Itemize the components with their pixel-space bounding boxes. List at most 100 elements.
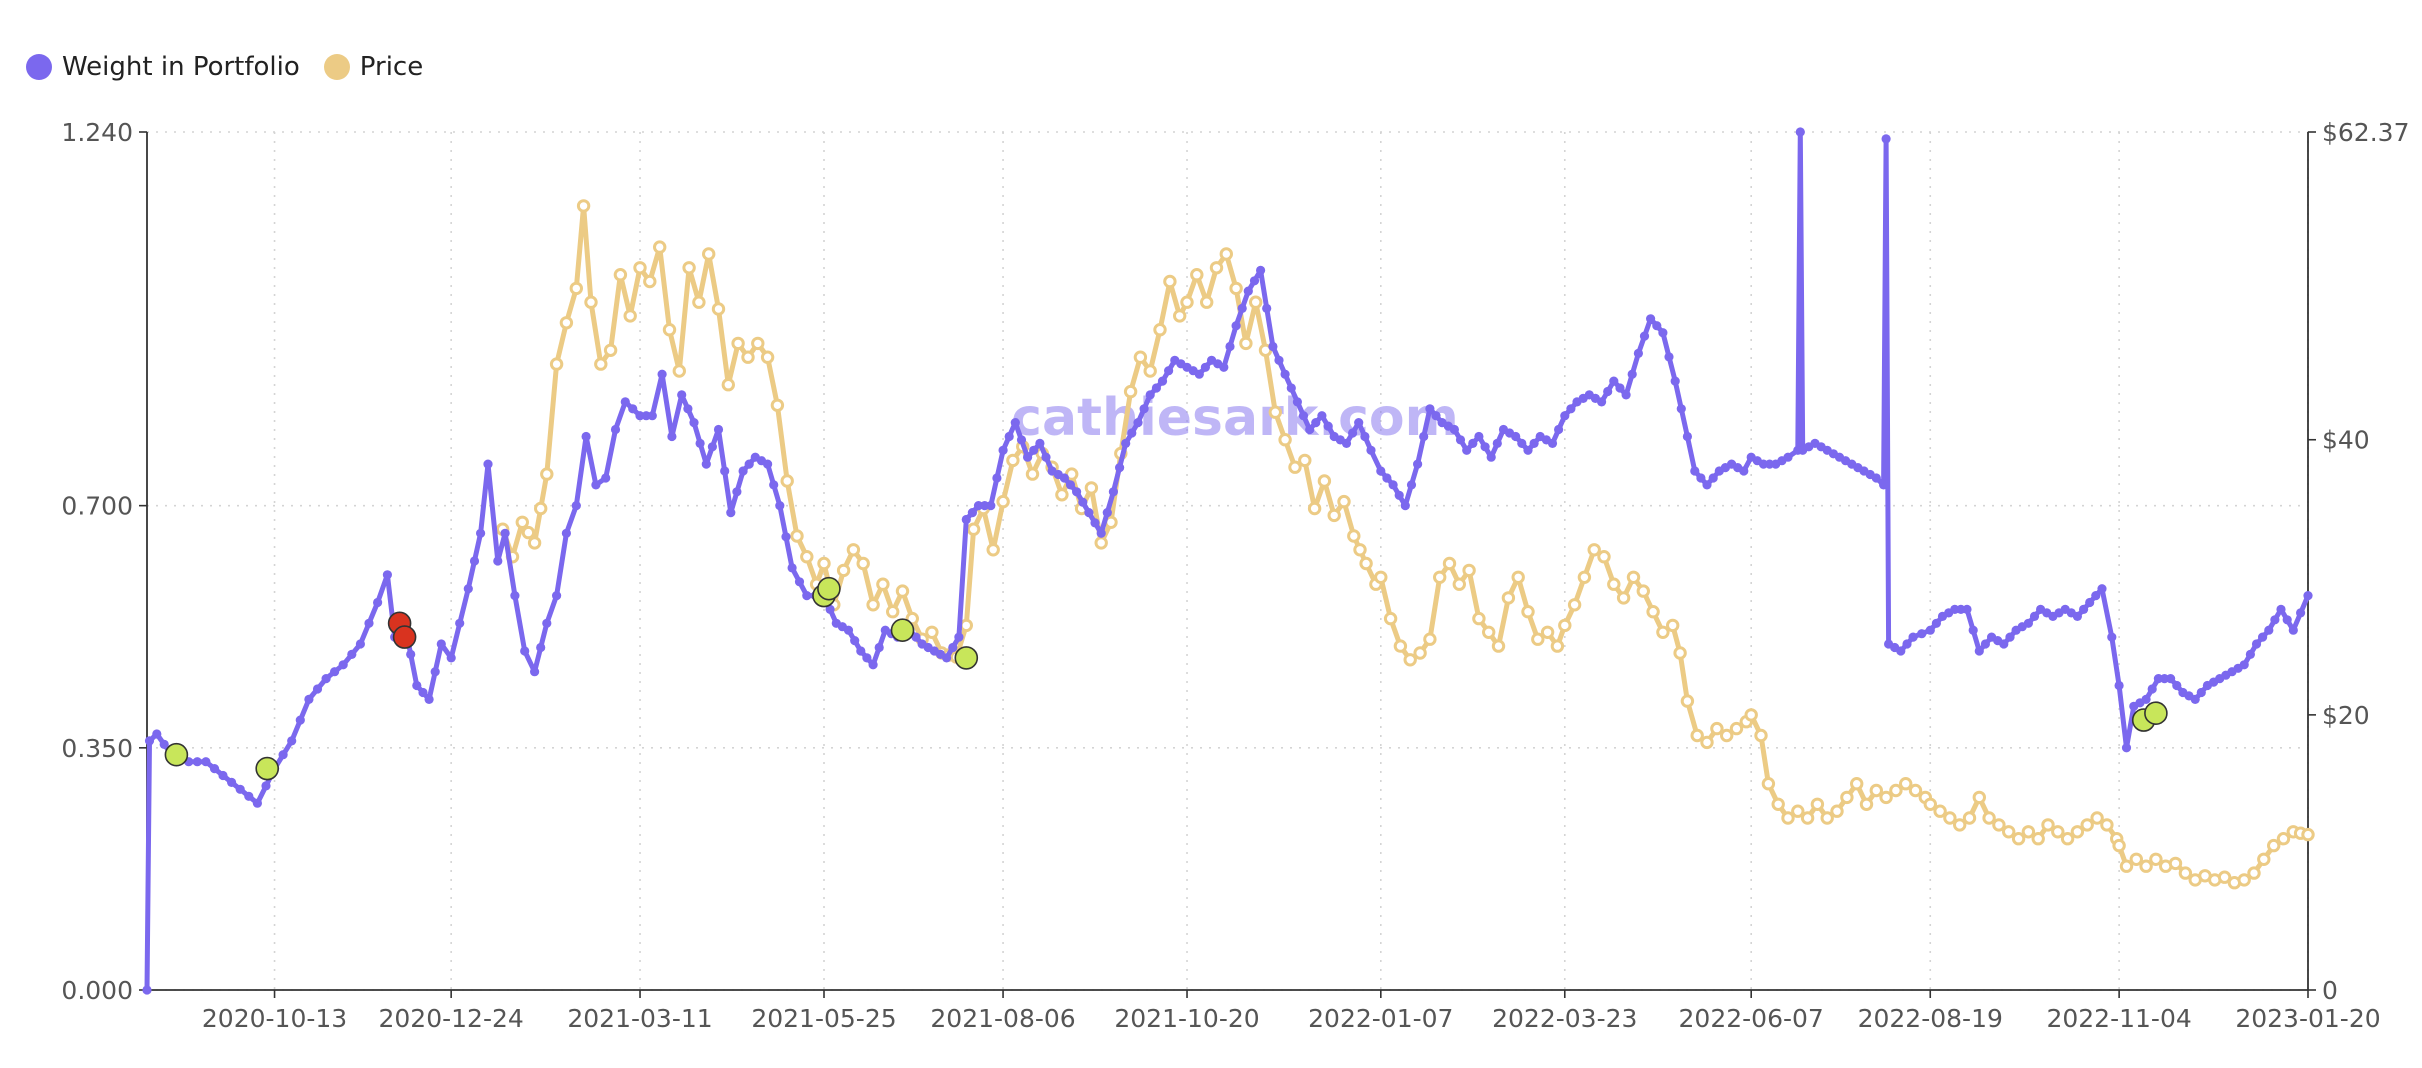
weight-point (843, 625, 854, 635)
weight-point (720, 466, 730, 476)
price-point (1666, 618, 1680, 633)
price-point (1423, 632, 1437, 646)
weight-point (1305, 424, 1315, 435)
weight-point (591, 480, 601, 490)
weight-point (1127, 428, 1137, 438)
y-left-tick-label: 0.350 (61, 734, 133, 763)
weight-point (261, 781, 271, 791)
price-point (2080, 818, 2094, 832)
weight-point (874, 642, 884, 653)
price-point (760, 350, 775, 364)
weight-point (2072, 611, 2082, 622)
price-point (876, 577, 890, 591)
price-point (2031, 832, 2045, 846)
weight-point (1029, 445, 1039, 455)
legend-item-weight[interactable]: Weight in Portfolio (26, 52, 300, 82)
weight-point (744, 459, 754, 469)
price-point (1636, 584, 1651, 598)
weight-point (1627, 369, 1637, 379)
x-tick-label: 2022-03-23 (1492, 1004, 1637, 1033)
price-point (1209, 261, 1224, 275)
price-point (692, 295, 706, 309)
price-point (1646, 605, 1660, 619)
price-point (1442, 556, 1457, 571)
price-point (1673, 646, 1687, 660)
price-point (2267, 838, 2281, 853)
weight-point (1682, 431, 1692, 442)
weight-point (476, 528, 486, 538)
price-point (1744, 708, 1758, 722)
price-point (2060, 832, 2075, 846)
price-point (559, 316, 574, 330)
weight-point (2196, 687, 2206, 698)
price-point (741, 350, 755, 364)
x-tick-label: 2022-06-07 (1679, 1004, 1824, 1033)
weight-point (1145, 390, 1155, 400)
weight-point (1394, 490, 1404, 500)
price-point (1521, 605, 1535, 619)
price-point (2217, 870, 2232, 884)
price-point (1229, 281, 1243, 296)
weight-point (1962, 604, 1972, 615)
weight-point (1690, 466, 1700, 476)
weight-point (1059, 473, 1069, 483)
price-point (1347, 529, 1361, 543)
weight-point (954, 632, 964, 642)
weight-point (601, 473, 611, 483)
price-point (2257, 852, 2271, 866)
weight-point (483, 459, 493, 469)
price-point (1452, 577, 1467, 591)
price-point (1781, 811, 1795, 825)
weight-point (424, 694, 434, 705)
weight-point (1072, 487, 1082, 497)
weight-point (373, 597, 383, 608)
price-point (1550, 639, 1565, 653)
price-point (643, 274, 657, 289)
price-point (1190, 268, 1204, 282)
weight-point (868, 660, 878, 670)
weight-point (992, 473, 1002, 483)
weight-point (2276, 604, 2286, 615)
weight-point (726, 507, 736, 518)
weight-point (2121, 743, 2132, 753)
weight-point (1286, 383, 1296, 393)
weight-point (1676, 404, 1686, 414)
legend-item-price[interactable]: Price (323, 52, 423, 82)
weight-point (707, 442, 718, 452)
weight-point (1529, 438, 1539, 448)
weight-point (500, 528, 510, 538)
weight-point (1931, 618, 1941, 628)
weight-point (1783, 452, 1793, 462)
weight-point (1041, 452, 1051, 462)
weight-point (1974, 646, 1984, 656)
weight-point (2166, 674, 2176, 684)
weight-point (2023, 618, 2033, 628)
weight-point (2079, 604, 2089, 615)
weight-point (1455, 435, 1466, 445)
price-point (569, 281, 583, 296)
weight-point (1354, 418, 1364, 428)
weight-point (159, 739, 169, 750)
price-point (1153, 323, 1167, 337)
price-point (1754, 728, 1768, 743)
price-point (1899, 777, 1913, 791)
price-point (1597, 550, 1611, 564)
weight-point (1795, 127, 1805, 137)
weight-point (647, 411, 657, 421)
price-point (1268, 405, 1283, 419)
weight-point (2258, 632, 2268, 642)
weight-point (463, 584, 473, 594)
weight-point (1231, 321, 1241, 331)
weight-point (152, 729, 162, 739)
weight-point (856, 646, 866, 656)
y-right-tick-label: 0 (2322, 976, 2338, 1005)
weight-point (418, 687, 428, 698)
price-point (2021, 825, 2036, 839)
weight-point (1388, 480, 1398, 490)
weight-point (787, 563, 797, 573)
price-point (1393, 639, 1408, 653)
weight-point (1292, 397, 1302, 407)
price-point (1859, 797, 1874, 811)
weight-point (1280, 369, 1290, 379)
weight-point (1425, 404, 1435, 414)
